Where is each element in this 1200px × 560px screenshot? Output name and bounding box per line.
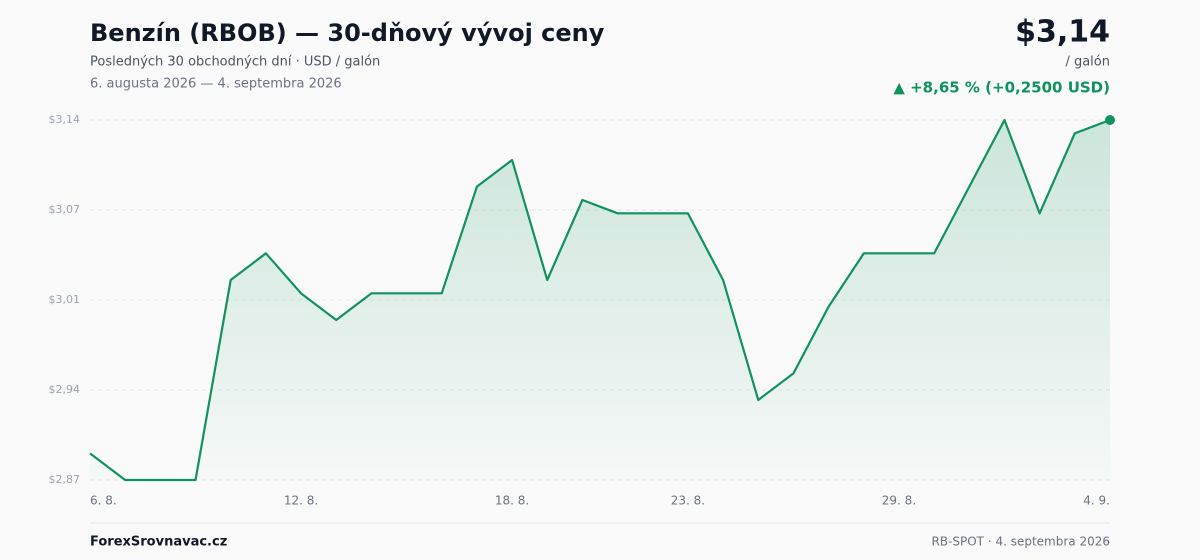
y-tick-label: $3,07 [49,203,81,216]
x-tick-label: 23. 8. [671,494,705,508]
x-tick-label: 29. 8. [882,494,916,508]
price: $3,14 [1015,15,1110,50]
x-tick-label: 6. 8. [90,494,117,508]
date-range: 6. augusta 2026 — 4. septembra 2026 [90,77,342,92]
title: Benzín (RBOB) — 30-dňový vývoj ceny [90,19,605,47]
plot: $2,87 $2,94 $3,01 $3,07 $3,14 6. 8. 12. 8. 18. … [49,113,1115,508]
x-tick-label: 4. 9. [1083,494,1110,508]
y-tick-label: $2,94 [49,383,81,396]
source: RB-SPOT · 4. septembra 2026 [931,535,1110,549]
price-unit: / galón [1065,55,1110,70]
x-tick-label: 18. 8. [495,494,529,508]
y-tick-label: $2,87 [49,473,81,486]
price-change: ▲ +8,65 % (+0,2500 USD) [893,79,1110,97]
brand: ForexSrovnavac.cz [90,535,227,550]
last-point [1105,115,1115,125]
price-line [89,118,1111,482]
area [90,120,1110,480]
subtitle: Posledných 30 obchodných dní · USD / gal… [90,55,380,70]
y-tick-label: $3,14 [49,113,81,126]
y-tick-label: $3,01 [49,293,81,306]
x-tick-label: 12. 8. [284,494,318,508]
